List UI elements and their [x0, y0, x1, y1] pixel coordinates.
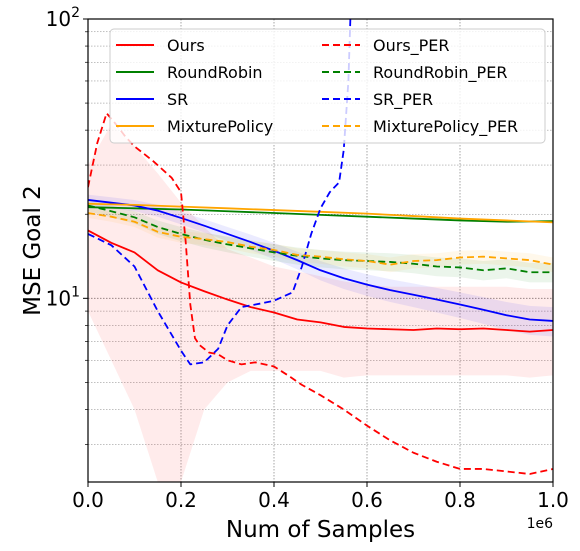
- line-ours: [88, 229, 553, 333]
- axis-ticks: 0.0 0.2 0.4 0.6 0.8 1.0 101 102: [46, 5, 569, 512]
- x-axis-label: Num of Samples: [226, 517, 415, 543]
- line-ours-per: [88, 112, 553, 475]
- legend-label: MixturePolicy_PER: [373, 117, 518, 137]
- series-lines: [88, 19, 553, 475]
- x-tick-label: 0.8: [444, 488, 476, 512]
- band-mixturepolicy-per: [88, 208, 553, 273]
- y-axis-label: MSE Goal 2: [20, 185, 46, 316]
- y-tick-label: 102: [46, 5, 80, 31]
- line-roundrobin-per: [88, 204, 553, 274]
- line-sr: [88, 199, 553, 322]
- band-roundrobin-per: [88, 199, 553, 283]
- legend-box: [109, 28, 546, 144]
- x-tick-label: 0.2: [165, 488, 197, 512]
- legend-label: RoundRobin_PER: [373, 63, 507, 83]
- line-mixturepolicy: [88, 202, 553, 224]
- legend-label: Ours_PER: [373, 36, 450, 56]
- y-tick-label: 101: [46, 284, 80, 310]
- line-roundrobin: [88, 206, 553, 223]
- x-tick-label: 0.0: [72, 488, 104, 512]
- legend-label: MixturePolicy: [167, 117, 273, 136]
- legend-label: Ours: [167, 36, 205, 55]
- line-mixturepolicy-per: [88, 212, 553, 266]
- confidence-bands: [88, 124, 553, 482]
- x-tick-label: 0.6: [351, 488, 383, 512]
- plot-frame: [87, 18, 554, 483]
- x-offset-label: 1e6: [527, 516, 554, 532]
- band-sr: [88, 194, 553, 337]
- band-ours: [88, 124, 553, 482]
- legend: Ours RoundRobin SR MixturePolicy Ours_PER Rou…: [109, 28, 546, 144]
- legend-label: RoundRobin: [167, 63, 263, 82]
- x-tick-label: 1.0: [537, 488, 569, 512]
- line-sr-per: [88, 19, 352, 366]
- x-tick-label: 0.4: [258, 488, 290, 512]
- legend-label: SR: [167, 90, 188, 109]
- legend-label: SR_PER: [373, 90, 433, 110]
